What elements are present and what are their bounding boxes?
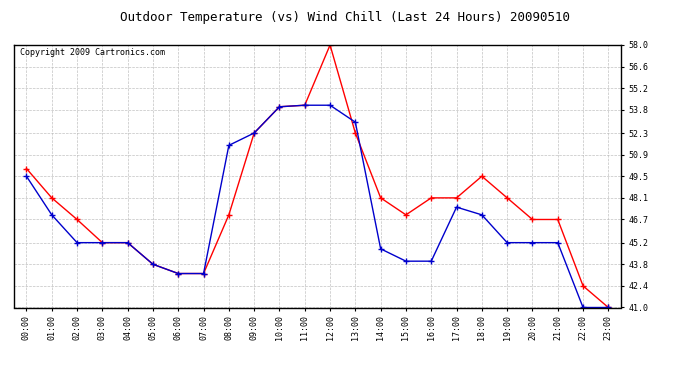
Text: Copyright 2009 Cartronics.com: Copyright 2009 Cartronics.com [20, 48, 165, 57]
Text: Outdoor Temperature (vs) Wind Chill (Last 24 Hours) 20090510: Outdoor Temperature (vs) Wind Chill (Las… [120, 11, 570, 24]
